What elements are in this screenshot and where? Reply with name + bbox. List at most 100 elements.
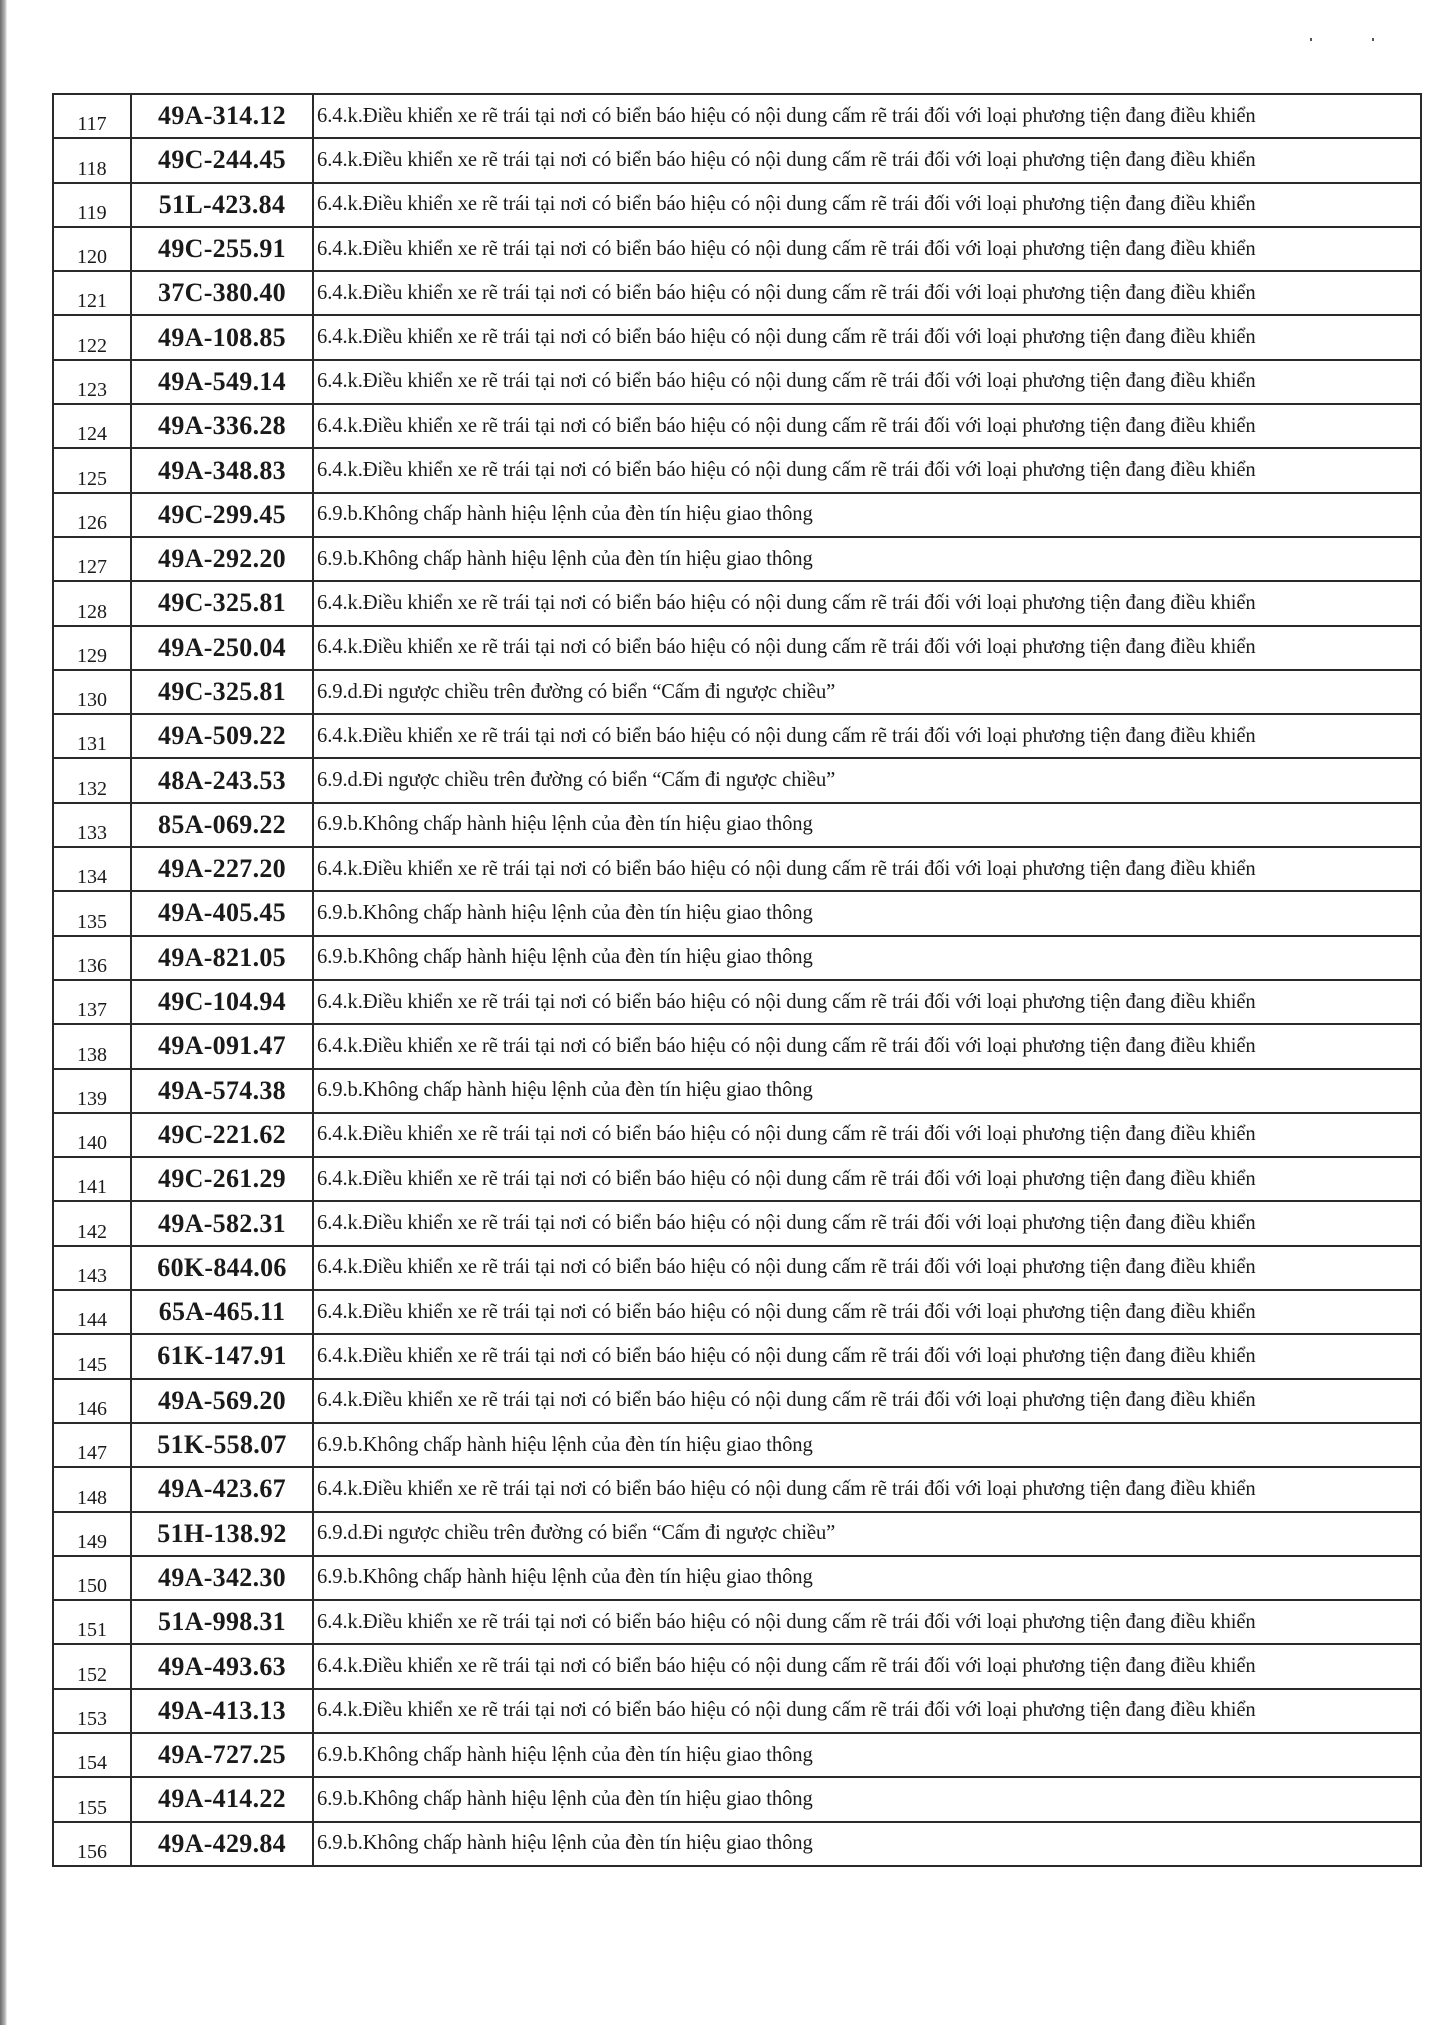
table-row: 125 49A-348.83 6.4.k.Điều khiển xe rẽ trái… <box>52 447 1422 494</box>
violation-description: 6.4.k.Điều khiển xe rẽ trái tại nơi có b… <box>312 1244 1422 1292</box>
violations-table-body: 117 49A-314.12 6.4.k.Điều khiển xe rẽ trái… <box>52 92 1422 1867</box>
violation-description: 6.4.k.Điều khiển xe rẽ trái tại nơi có b… <box>312 978 1422 1026</box>
row-number: 156 <box>52 1820 132 1867</box>
violation-description: 6.4.k.Điều khiển xe rẽ trái tại nơi có b… <box>312 1111 1422 1159</box>
violation-description: 6.4.k.Điều khiển xe rẽ trái tại nơi có b… <box>312 358 1422 406</box>
violation-description: 6.9.d.Đi ngược chiều trên đường có biển … <box>312 757 1422 804</box>
table-row: 150 49A-342.30 6.9.b.Không chấp hành hiệu … <box>52 1554 1422 1602</box>
violation-description: 6.9.b.Không chấp hành hiệu lệnh của đèn … <box>312 1554 1422 1602</box>
license-plate: 49A-314.12 <box>130 92 314 140</box>
violation-description: 6.4.k.Điều khiển xe rẽ trái tại nơi có b… <box>312 92 1422 140</box>
row-number: 133 <box>52 801 132 849</box>
violation-description: 6.4.k.Điều khiển xe rẽ trái tại nơi có b… <box>312 270 1422 317</box>
row-number: 154 <box>52 1731 132 1779</box>
scan-speck <box>1310 38 1312 41</box>
violation-description: 6.9.b.Không chấp hành hiệu lệnh của đèn … <box>312 1421 1422 1469</box>
violations-table: 117 49A-314.12 6.4.k.Điều khiển xe rẽ trái… <box>52 92 1422 1867</box>
row-number: 135 <box>52 890 132 937</box>
license-plate: 51L-423.84 <box>130 181 314 228</box>
row-number: 128 <box>52 580 132 627</box>
table-row: 131 49A-509.22 6.4.k.Điều khiển xe rẽ trái… <box>52 713 1422 760</box>
row-number: 143 <box>52 1244 132 1292</box>
violation-description: 6.4.k.Điều khiển xe rẽ trái tại nơi có b… <box>312 1333 1422 1380</box>
row-number: 153 <box>52 1687 132 1734</box>
row-number: 130 <box>52 668 132 716</box>
license-plate: 51A-998.31 <box>130 1599 314 1646</box>
row-number: 120 <box>52 225 132 273</box>
row-number: 137 <box>52 978 132 1026</box>
table-row: 140 49C-221.62 6.4.k.Điều khiển xe rẽ trái… <box>52 1111 1422 1159</box>
row-number: 119 <box>52 181 132 228</box>
row-number: 138 <box>52 1023 132 1070</box>
table-row: 142 49A-582.31 6.4.k.Điều khiển xe rẽ trái… <box>52 1200 1422 1247</box>
license-plate: 48A-243.53 <box>130 757 314 804</box>
violation-description: 6.4.k.Điều khiển xe rẽ trái tại nơi có b… <box>312 1156 1422 1203</box>
license-plate: 49C-221.62 <box>130 1111 314 1159</box>
table-row: 155 49A-414.22 6.9.b.Không chấp hành hiệu … <box>52 1776 1422 1823</box>
violation-description: 6.9.b.Không chấp hành hiệu lệnh của đèn … <box>312 1731 1422 1779</box>
license-plate: 65A-465.11 <box>130 1289 314 1336</box>
license-plate: 49A-582.31 <box>130 1200 314 1247</box>
row-number: 136 <box>52 934 132 981</box>
violation-description: 6.4.k.Điều khiển xe rẽ trái tại nơi có b… <box>312 447 1422 494</box>
row-number: 155 <box>52 1776 132 1823</box>
table-row: 126 49C-299.45 6.9.b.Không chấp hành hiệu … <box>52 491 1422 538</box>
license-plate: 49A-405.45 <box>130 890 314 937</box>
table-row: 118 49C-244.45 6.4.k.Điều khiển xe rẽ trái… <box>52 137 1422 184</box>
violation-description: 6.9.d.Đi ngược chiều trên đường có biển … <box>312 668 1422 716</box>
scan-edge-shadow <box>0 0 7 2025</box>
violation-description: 6.9.b.Không chấp hành hiệu lệnh của đèn … <box>312 491 1422 538</box>
license-plate: 49C-299.45 <box>130 491 314 538</box>
table-row: 154 49A-727.25 6.9.b.Không chấp hành hiệu … <box>52 1731 1422 1779</box>
license-plate: 49C-255.91 <box>130 225 314 273</box>
license-plate: 49A-227.20 <box>130 846 314 893</box>
license-plate: 49A-342.30 <box>130 1554 314 1602</box>
license-plate: 49A-108.85 <box>130 314 314 361</box>
table-row: 127 49A-292.20 6.9.b.Không chấp hành hiệu … <box>52 535 1422 583</box>
table-row: 149 51H-138.92 6.9.d.Đi ngược chiều trên đ… <box>52 1510 1422 1557</box>
violation-description: 6.4.k.Điều khiển xe rẽ trái tại nơi có b… <box>312 846 1422 893</box>
table-row: 132 48A-243.53 6.9.d.Đi ngược chiều trên đ… <box>52 757 1422 804</box>
license-plate: 51H-138.92 <box>130 1510 314 1557</box>
license-plate: 37C-380.40 <box>130 270 314 317</box>
row-number: 140 <box>52 1111 132 1159</box>
violation-description: 6.4.k.Điều khiển xe rẽ trái tại nơi có b… <box>312 1200 1422 1247</box>
table-row: 124 49A-336.28 6.4.k.Điều khiển xe rẽ trái… <box>52 403 1422 450</box>
violation-description: 6.4.k.Điều khiển xe rẽ trái tại nơi có b… <box>312 1687 1422 1734</box>
row-number: 149 <box>52 1510 132 1557</box>
row-number: 144 <box>52 1289 132 1336</box>
violation-description: 6.9.b.Không chấp hành hiệu lệnh của đèn … <box>312 890 1422 937</box>
violation-description: 6.9.b.Không chấp hành hiệu lệnh của đèn … <box>312 1067 1422 1114</box>
row-number: 121 <box>52 270 132 317</box>
violation-description: 6.4.k.Điều khiển xe rẽ trái tại nơi có b… <box>312 713 1422 760</box>
violation-description: 6.9.b.Không chấp hành hiệu lệnh của đèn … <box>312 535 1422 583</box>
violation-description: 6.9.b.Không chấp hành hiệu lệnh của đèn … <box>312 801 1422 849</box>
table-row: 129 49A-250.04 6.4.k.Điều khiển xe rẽ trái… <box>52 624 1422 671</box>
violation-description: 6.4.k.Điều khiển xe rẽ trái tại nơi có b… <box>312 1289 1422 1336</box>
violation-description: 6.4.k.Điều khiển xe rẽ trái tại nơi có b… <box>312 580 1422 627</box>
row-number: 152 <box>52 1643 132 1690</box>
row-number: 139 <box>52 1067 132 1114</box>
row-number: 125 <box>52 447 132 494</box>
row-number: 122 <box>52 314 132 361</box>
table-row: 152 49A-493.63 6.4.k.Điều khiển xe rẽ trái… <box>52 1643 1422 1690</box>
license-plate: 49A-727.25 <box>130 1731 314 1779</box>
table-row: 121 37C-380.40 6.4.k.Điều khiển xe rẽ trái… <box>52 270 1422 317</box>
table-row: 138 49A-091.47 6.4.k.Điều khiển xe rẽ trái… <box>52 1023 1422 1070</box>
table-row: 128 49C-325.81 6.4.k.Điều khiển xe rẽ trái… <box>52 580 1422 627</box>
violation-description: 6.4.k.Điều khiển xe rẽ trái tại nơi có b… <box>312 1599 1422 1646</box>
license-plate: 61K-147.91 <box>130 1333 314 1380</box>
license-plate: 51K-558.07 <box>130 1421 314 1469</box>
table-row: 143 60K-844.06 6.4.k.Điều khiển xe rẽ trái… <box>52 1244 1422 1292</box>
row-number: 145 <box>52 1333 132 1380</box>
table-row: 134 49A-227.20 6.4.k.Điều khiển xe rẽ trái… <box>52 846 1422 893</box>
table-row: 120 49C-255.91 6.4.k.Điều khiển xe rẽ trái… <box>52 225 1422 273</box>
violation-description: 6.9.b.Không chấp hành hiệu lệnh của đèn … <box>312 1820 1422 1867</box>
violation-description: 6.9.d.Đi ngược chiều trên đường có biển … <box>312 1510 1422 1557</box>
table-row: 130 49C-325.81 6.9.d.Đi ngược chiều trên đ… <box>52 668 1422 716</box>
license-plate: 49C-325.81 <box>130 668 314 716</box>
violation-description: 6.4.k.Điều khiển xe rẽ trái tại nơi có b… <box>312 1023 1422 1070</box>
license-plate: 49C-261.29 <box>130 1156 314 1203</box>
table-row: 135 49A-405.45 6.9.b.Không chấp hành hiệu … <box>52 890 1422 937</box>
license-plate: 49A-414.22 <box>130 1776 314 1823</box>
